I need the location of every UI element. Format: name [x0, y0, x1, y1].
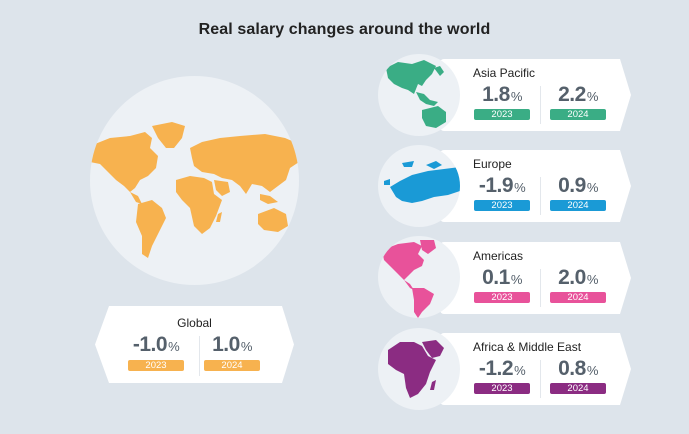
- asia-pacific-map-icon: [386, 60, 446, 128]
- value-2024: 2.0%: [558, 266, 598, 289]
- page-title: Real salary changes around the world: [198, 21, 491, 38]
- badge-2023: 2023: [474, 109, 530, 120]
- badge-2024: 2024: [550, 109, 606, 120]
- global-label: Global: [177, 316, 212, 330]
- badge-2024: 2024: [550, 200, 606, 211]
- global-badge-2024: 2024: [204, 360, 260, 371]
- africa-middle-east-map-icon: [388, 340, 444, 398]
- global-value-2023: -1.0%: [132, 333, 180, 356]
- badge-2023: 2023: [474, 200, 530, 211]
- region-card-americas: Americas 0.1% 2.0% 2023 2024: [440, 242, 631, 314]
- region-card-europe: Europe -1.9% 0.9% 2023 2024: [440, 150, 631, 222]
- divider: [540, 177, 541, 215]
- divider: [540, 86, 541, 124]
- africa-middle-east-map: [378, 328, 460, 410]
- divider: [540, 360, 541, 398]
- global-value-2024: 1.0%: [212, 333, 252, 356]
- global-badge-2023: 2023: [128, 360, 184, 371]
- europe-map: [378, 145, 460, 227]
- region-label: Africa & Middle East: [473, 340, 582, 354]
- asia-pacific-map: [378, 54, 460, 136]
- region-label: Americas: [473, 249, 524, 263]
- divider: [540, 269, 541, 307]
- americas-map: [378, 236, 460, 318]
- value-2024: 2.2%: [558, 83, 598, 106]
- region-card-asia-pacific: Asia Pacific 1.8% 2.2% 2023 2024: [440, 59, 631, 131]
- badge-2023: 2023: [474, 292, 530, 303]
- europe-map-icon: [384, 161, 460, 203]
- region-label: Europe: [473, 157, 512, 171]
- region-card-africa-middle-east: Africa & Middle East -1.2% 0.8% 2023 202…: [440, 333, 631, 405]
- global-card: Global -1.0% 1.0% 2023 2024: [95, 306, 294, 383]
- badge-2024: 2024: [550, 292, 606, 303]
- global-divider: [199, 336, 200, 376]
- value-2023: -1.2%: [478, 357, 526, 380]
- value-2023: 0.1%: [482, 266, 522, 289]
- value-2023: -1.9%: [478, 174, 526, 197]
- badge-2024: 2024: [550, 383, 606, 394]
- world-map-globe: [90, 76, 299, 285]
- value-2024: 0.8%: [558, 357, 598, 380]
- value-2023: 1.8%: [482, 83, 522, 106]
- americas-map-icon: [382, 240, 436, 318]
- region-label: Asia Pacific: [473, 66, 536, 80]
- badge-2023: 2023: [474, 383, 530, 394]
- world-map-icon: [90, 122, 299, 258]
- value-2024: 0.9%: [558, 174, 598, 197]
